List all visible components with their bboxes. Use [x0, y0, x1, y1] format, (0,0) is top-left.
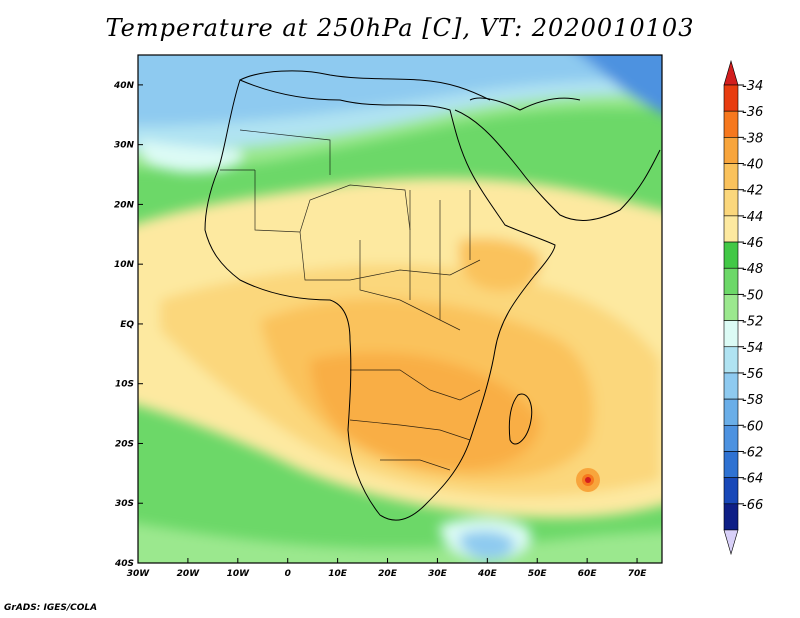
- x-tick-label: 50E: [528, 569, 548, 579]
- colorbar-label: -56: [742, 367, 763, 382]
- colorbar-swatch: [723, 163, 739, 191]
- middle-east-coastline: [469, 97, 581, 111]
- y-tick-label: 10S: [115, 380, 134, 390]
- colorbar-label: -58: [742, 393, 763, 408]
- colorbar-swatch: [723, 294, 739, 321]
- colorbar-swatch: [723, 503, 739, 531]
- software-credit: GrADS: IGES/COLA: [4, 603, 98, 613]
- colorbar-swatch: [723, 137, 739, 164]
- colorbar-label: -50: [742, 288, 763, 303]
- y-tick-label: 30N: [114, 141, 135, 151]
- colorbar-swatch: [723, 241, 739, 269]
- y-tick-label: 20S: [115, 439, 134, 449]
- colorbar-label: -62: [742, 445, 763, 460]
- colorbar-swatch: [723, 320, 739, 348]
- mediterranean-coastline: [239, 70, 491, 101]
- country-borders: [220, 129, 481, 471]
- colorbar-bottom-arrow: [723, 529, 739, 556]
- madagascar-coastline: [508, 393, 533, 445]
- x-tick-label: 20W: [177, 569, 201, 579]
- colorbar-swatch: [723, 451, 739, 478]
- colorbar-label: -36: [742, 105, 763, 120]
- arabia-coastline: [454, 109, 661, 221]
- x-tick-label: 10E: [328, 569, 348, 579]
- colorbar-swatch: [723, 372, 739, 400]
- y-tick-label: 30S: [115, 499, 134, 509]
- x-tick-label: 10W: [227, 569, 251, 579]
- colorbar-swatch: [723, 267, 739, 295]
- colorbar-label: -64: [742, 472, 763, 487]
- x-tick-label: 30E: [428, 569, 448, 579]
- x-tick-label: 40E: [477, 569, 498, 579]
- colorbar-label: -34: [742, 79, 763, 94]
- y-axis: 40N 30N 20N 10N EQ 10S 20S 30S 40S: [113, 81, 143, 569]
- x-tick-label: 70E: [628, 569, 648, 579]
- africa-coastline: [204, 79, 556, 521]
- plot-frame: [137, 54, 663, 564]
- colorbar-swatch: [723, 424, 739, 452]
- x-tick-label: 0: [285, 569, 291, 579]
- colorbar-label: -40: [742, 158, 763, 173]
- colorbar-swatch: [723, 189, 739, 217]
- x-tick-label: 20E: [378, 569, 398, 579]
- colorbar-label: -48: [742, 262, 763, 277]
- warm-spot-core: [585, 477, 591, 483]
- x-tick-label: 60E: [578, 569, 598, 579]
- colorbar-label: -38: [742, 131, 763, 146]
- colorbar-swatch: [723, 477, 739, 505]
- y-tick-label: 40S: [114, 559, 134, 569]
- colorbar-swatch: [723, 398, 739, 426]
- colorbar-label: -46: [742, 236, 763, 251]
- colorbar-label: -60: [742, 419, 763, 434]
- temperature-field: [138, 55, 662, 563]
- colorbar-label: -54: [742, 341, 763, 356]
- colorbar-swatch: [723, 346, 739, 374]
- colorbar-swatch: [723, 110, 739, 138]
- colorbar: -34 -36 -38 -40 -42 -44 -46 -48 -50 -52 -54 -56 -58 -…: [723, 59, 763, 556]
- y-tick-label: 20N: [114, 200, 135, 210]
- chart-title: Temperature at 250hPa [C], VT: 202001010…: [105, 14, 695, 42]
- colorbar-label: -66: [742, 498, 763, 513]
- y-tick-label: 40N: [113, 81, 135, 91]
- y-tick-label: EQ: [120, 320, 134, 330]
- colorbar-top-arrow: [723, 59, 739, 86]
- colorbar-label: -44: [742, 210, 763, 225]
- colorbar-label: -42: [742, 184, 763, 199]
- colorbar-swatch: [723, 215, 739, 243]
- coastlines: [204, 70, 661, 521]
- x-axis: 30W 20W 10W 0 10E 20E 30E 40E 50E 60E 70E: [127, 558, 647, 579]
- y-tick-label: 10N: [114, 260, 135, 270]
- x-tick-label: 30W: [127, 569, 151, 579]
- colorbar-label: -52: [742, 315, 763, 330]
- colorbar-swatch: [723, 84, 739, 112]
